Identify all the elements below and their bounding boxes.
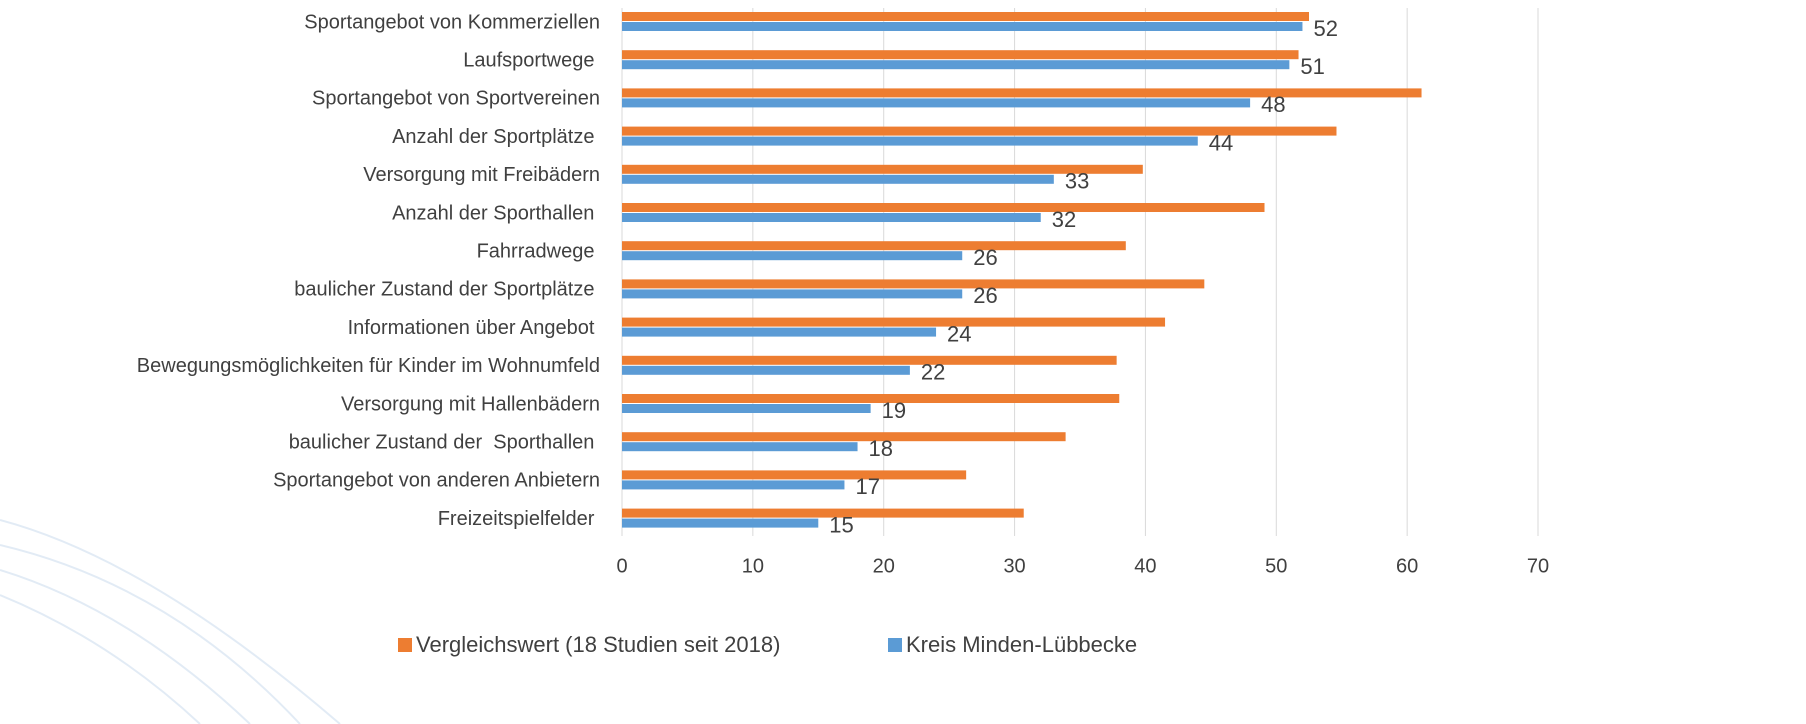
data-label: 26: [973, 245, 997, 270]
bar: [622, 470, 967, 480]
bar: [622, 279, 1205, 289]
x-tick-label: 30: [1003, 555, 1025, 577]
category-label: Anzahl der Sportplätze: [392, 126, 600, 148]
bar: [622, 518, 819, 528]
decoration: [0, 519, 341, 724]
x-tick-label: 70: [1527, 555, 1549, 577]
bar: [622, 126, 1337, 136]
bar: [622, 174, 1054, 184]
bar: [622, 136, 1198, 146]
bar: [622, 241, 1126, 251]
bar: [622, 203, 1265, 212]
category-label: Freizeitspielfelder: [438, 508, 600, 530]
data-label: 32: [1052, 207, 1076, 232]
data-label: 33: [1065, 169, 1089, 194]
category-label: Sportangebot von Kommerziellen: [304, 11, 600, 33]
legend-swatch: [398, 638, 412, 652]
bar: [622, 251, 963, 261]
x-tick-label: 50: [1265, 555, 1287, 577]
category-label: Sportangebot von anderen Anbietern: [273, 470, 600, 492]
category-label: Sportangebot von Sportvereinen: [312, 88, 600, 110]
category-label: Anzahl der Sporthallen: [392, 202, 600, 224]
data-label: 19: [882, 398, 906, 423]
data-label: 26: [973, 283, 997, 308]
bar: [622, 365, 910, 375]
category-label: Informationen über Angebot: [348, 317, 600, 339]
bar: [622, 317, 1166, 327]
category-label: Laufsportwege: [463, 49, 600, 71]
category-label: Fahrradwege: [477, 240, 600, 262]
bar: [622, 442, 858, 452]
legend-label: Kreis Minden-Lübbecke: [906, 632, 1137, 657]
category-label: baulicher Zustand der Sporthallen: [289, 431, 600, 453]
bar: [622, 50, 1299, 60]
bar: [622, 394, 1120, 403]
x-tick-label: 40: [1134, 555, 1156, 577]
bar: [622, 508, 1024, 518]
x-tick-label: 0: [616, 555, 627, 577]
bar: [622, 60, 1290, 70]
data-label: 18: [869, 436, 893, 461]
bar: [622, 98, 1251, 108]
category-label: Versorgung mit Freibädern: [363, 164, 600, 186]
legend-swatch: [888, 638, 902, 652]
bar: [622, 432, 1066, 442]
data-label: 48: [1261, 92, 1285, 117]
bar: [622, 88, 1422, 98]
bar: [622, 355, 1117, 365]
bar: [622, 327, 937, 337]
bar: [622, 404, 871, 413]
bar: [622, 480, 845, 490]
bar: [622, 289, 963, 299]
bar: [622, 164, 1143, 174]
x-tick-label: 60: [1396, 555, 1418, 577]
legend-label: Vergleichswert (18 Studien seit 2018): [416, 632, 780, 657]
x-tick-label: 10: [742, 555, 764, 577]
data-label: 51: [1300, 54, 1324, 79]
data-label: 22: [921, 360, 945, 385]
data-label: 24: [947, 321, 971, 346]
category-label: Bewegungsmöglichkeiten für Kinder im Woh…: [137, 355, 600, 377]
data-label: 15: [829, 512, 853, 537]
bar: [622, 22, 1303, 31]
category-label: Versorgung mit Hallenbädern: [341, 393, 600, 415]
data-label: 52: [1313, 16, 1337, 41]
x-tick-label: 20: [873, 555, 895, 577]
data-label: 17: [855, 474, 879, 499]
bar: [622, 213, 1041, 222]
data-label: 44: [1209, 130, 1233, 155]
bar: [622, 12, 1309, 21]
category-label: baulicher Zustand der Sportplätze: [294, 279, 600, 301]
